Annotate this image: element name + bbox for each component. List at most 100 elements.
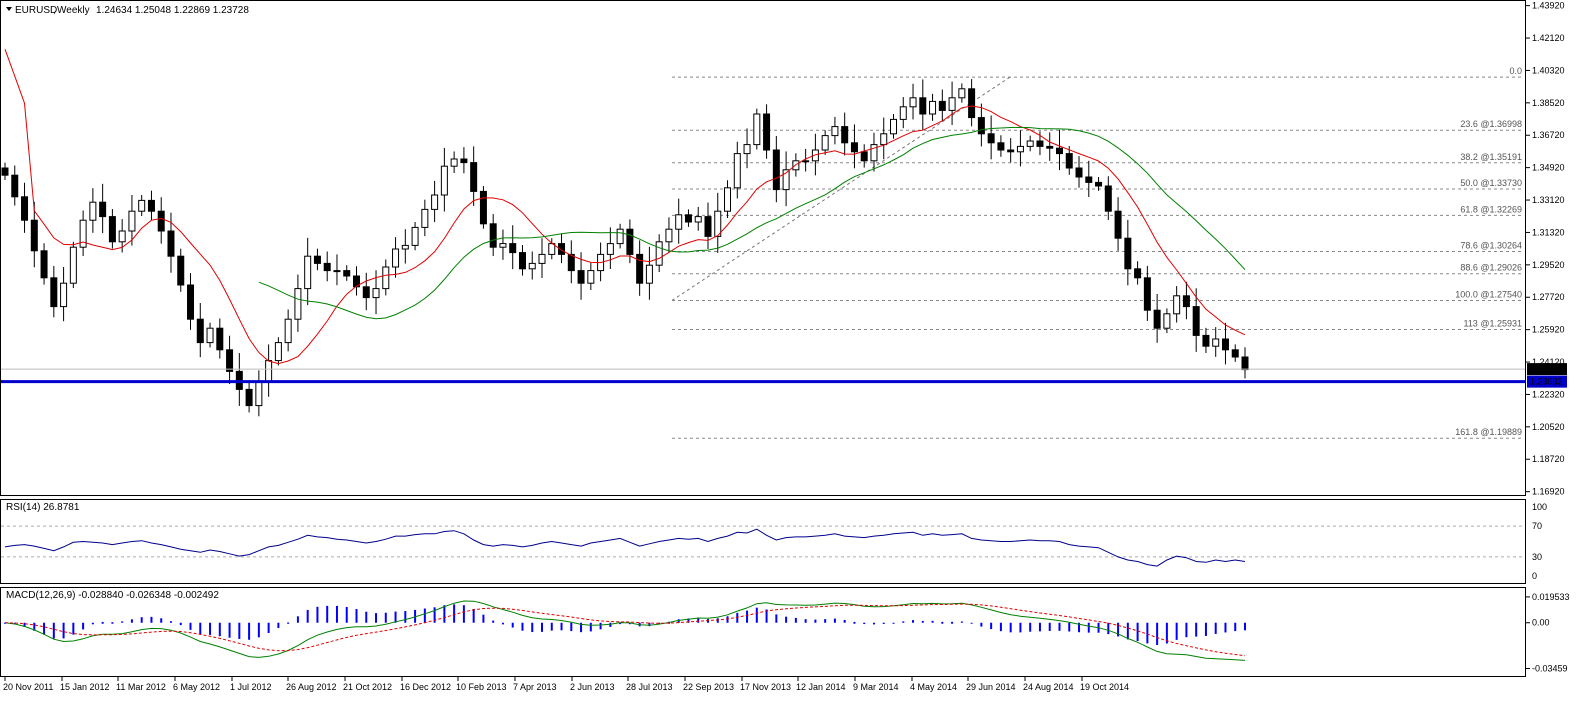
support-price-badge <box>1527 375 1567 388</box>
candle-body <box>294 288 302 320</box>
date-tick-label: 17 Nov 2013 <box>740 682 791 692</box>
candle-body <box>1016 145 1024 153</box>
candle-body <box>968 88 976 119</box>
candle-body <box>977 117 985 135</box>
ohlc-values: 1.24634 1.25048 1.22869 1.23728 <box>96 5 249 16</box>
candle-body <box>450 158 458 167</box>
candle-body <box>187 284 195 320</box>
candle-body <box>958 88 966 99</box>
macd-panel <box>0 587 1526 677</box>
candle-body <box>128 210 136 232</box>
candle-body <box>40 250 48 279</box>
candle-body <box>724 187 732 212</box>
date-tick-label: 11 Mar 2012 <box>116 682 166 692</box>
candle-body <box>782 169 790 191</box>
candle-body <box>157 210 165 232</box>
candle-body <box>655 241 663 266</box>
rsi-line <box>4 528 1246 567</box>
date-tick-label: 4 May 2014 <box>910 682 957 692</box>
fib-level-label: 78.6 @1.30264 <box>1460 240 1522 250</box>
price-axis: 1.43920 1.42120 1.40320 1.38520 1.36720 1.349… <box>1525 1 1565 497</box>
price-tick-label: 1.22320 <box>1532 389 1565 399</box>
candle-body <box>343 270 351 277</box>
macd-label: MACD(12,26,9) -0.028840 -0.026348 -0.002… <box>6 590 219 601</box>
candle-body <box>372 288 380 299</box>
candle-body <box>567 253 575 272</box>
candle-body <box>558 243 566 255</box>
candle-body <box>636 253 644 284</box>
candle-body <box>50 277 58 308</box>
candle-body <box>118 230 126 243</box>
candle-body <box>616 228 624 245</box>
candle-body <box>411 226 419 246</box>
candle-body <box>538 253 546 264</box>
date-tick-label: 12 Jan 2014 <box>796 682 846 692</box>
candle-body <box>1143 277 1151 311</box>
rsi-tick-label: 0 <box>1532 571 1537 581</box>
candle-body <box>850 142 858 153</box>
candle-body <box>1241 356 1249 371</box>
candle-body <box>460 158 468 164</box>
macd-tick-label: -0.03459 <box>1532 663 1568 673</box>
candle-body <box>1075 167 1083 178</box>
candle-body <box>606 243 614 255</box>
candle-body <box>382 266 390 290</box>
candle-body <box>1124 237 1132 270</box>
fib-level-label: 100.0 @1.27540 <box>1455 289 1522 299</box>
candle-body <box>675 214 683 230</box>
symbol-label: EURUSD <box>15 5 57 16</box>
candle-body <box>821 135 829 151</box>
candle-body <box>704 216 712 237</box>
macd-line <box>4 600 1246 661</box>
candle-body <box>1046 145 1054 149</box>
candle-body <box>528 262 536 270</box>
candle-body <box>1182 295 1190 308</box>
dropdown-triangle-icon[interactable] <box>6 7 12 11</box>
candle-body <box>518 252 526 270</box>
candle-body <box>206 327 214 344</box>
price-tick-label: 1.33120 <box>1532 195 1565 205</box>
candle-body <box>665 228 673 243</box>
candle-body <box>919 97 927 115</box>
price-tick-label: 1.43920 <box>1532 1 1565 11</box>
rsi-indicator: 100 70 30 0 <box>1 502 1547 581</box>
candle-body <box>1202 334 1210 347</box>
candle-body <box>1221 338 1229 351</box>
date-tick-label: 21 Oct 2012 <box>343 682 392 692</box>
date-tick-label: 29 Jun 2014 <box>966 682 1016 692</box>
candle-body <box>929 100 937 115</box>
date-tick-label: 7 Apr 2013 <box>513 682 557 692</box>
candle-body <box>684 214 692 223</box>
candle-body <box>509 243 517 254</box>
date-tick-label: 20 Nov 2011 <box>3 682 53 692</box>
candle-body <box>274 342 282 362</box>
candle-body <box>1104 185 1112 212</box>
fib-level-label: 161.8 @1.19889 <box>1455 427 1522 437</box>
date-tick-label: 24 Aug 2014 <box>1023 682 1074 692</box>
candle-body <box>99 201 107 218</box>
candle-body <box>216 327 224 351</box>
timeframe-label: Weekly <box>57 5 90 16</box>
price-tick-label: 1.16920 <box>1532 487 1565 497</box>
candle-body <box>60 282 68 308</box>
date-tick-label: 6 May 2012 <box>173 682 220 692</box>
macd-tick-label: 0.019533 <box>1532 592 1570 602</box>
candle-body <box>401 244 409 250</box>
candle-body <box>284 318 292 344</box>
candle-body <box>733 153 741 189</box>
candle-body <box>645 264 653 284</box>
candle-body <box>792 160 800 171</box>
candle-body <box>1231 349 1239 358</box>
candle-body <box>714 210 722 237</box>
fib-trend-line <box>671 76 1011 301</box>
candle-body <box>421 208 429 228</box>
candlesticks <box>1 79 1249 417</box>
candle-body <box>470 162 478 192</box>
candle-body <box>1065 153 1073 169</box>
price-tick-label: 1.34920 <box>1532 163 1565 173</box>
moving-average-green <box>258 126 1246 320</box>
candle-body <box>1163 313 1171 329</box>
candle-body <box>362 286 370 299</box>
fib-level-label: 0.0 <box>1509 66 1522 76</box>
date-tick-label: 16 Dec 2012 <box>400 682 451 692</box>
